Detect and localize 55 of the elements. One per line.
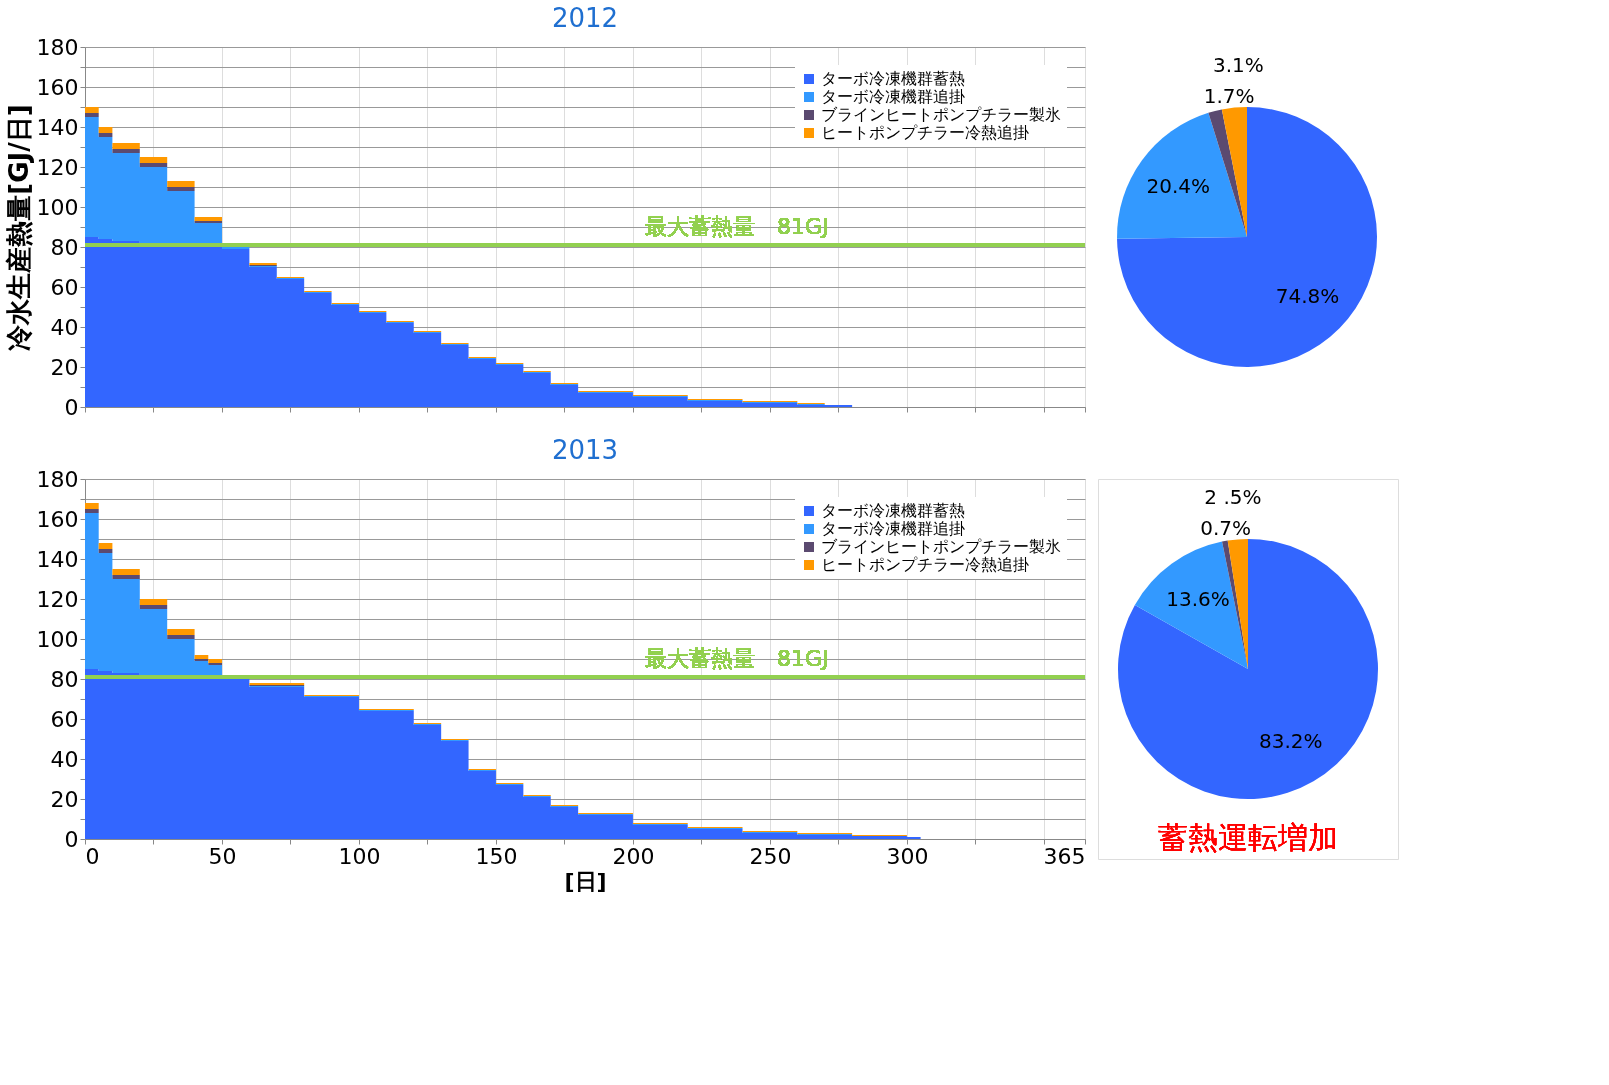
y-tick-label: 60 — [50, 274, 79, 300]
y-tick-label: 80 — [50, 666, 79, 692]
x-tick-label: 200 — [612, 843, 655, 869]
data-label: 20.4% — [1146, 174, 1211, 199]
x-tick-label: 50 — [208, 843, 237, 869]
y-tick-label: 0 — [64, 826, 79, 852]
chart-title: 2013 — [551, 435, 619, 465]
y-tick-label: 80 — [50, 234, 79, 260]
y-tick-label: 180 — [36, 34, 79, 60]
pie-slice — [1117, 107, 1377, 367]
pie-slice — [1227, 539, 1248, 669]
pie-slice — [1221, 107, 1247, 237]
legend-label: ターボ冷凍機群蓄熱 — [821, 501, 965, 520]
x-tick-label: 0 — [85, 843, 100, 869]
data-label: 1.7% — [1203, 84, 1255, 109]
y-tick-label: 100 — [36, 626, 79, 652]
x-tick-label: 365 — [1043, 843, 1086, 869]
data-label: 2 .5% — [1204, 484, 1262, 509]
y-tick-label: 180 — [36, 466, 79, 492]
x-tick-label: 250 — [749, 843, 792, 869]
legend-label: ターボ冷凍機群蓄熱 — [821, 69, 965, 88]
y-tick-label: 120 — [36, 154, 79, 180]
y-tick-label: 160 — [36, 74, 79, 100]
data-label: 3.1% — [1212, 52, 1264, 77]
chart-title: 2012 — [551, 3, 619, 33]
x-tick-label: 300 — [886, 843, 929, 869]
y-tick-label: 140 — [36, 114, 79, 140]
y-tick-label: 0 — [64, 394, 79, 420]
legend-label: ターボ冷凍機群追掛 — [821, 87, 965, 106]
pie-slice — [1118, 539, 1378, 799]
y-axis-title: 冷水生産熱量[GJ/日] — [3, 104, 34, 351]
text: 蓄熱運転増加 — [1158, 820, 1338, 855]
pie-slice — [1134, 541, 1248, 669]
y-tick-label: 40 — [50, 314, 79, 340]
legend-label: ブラインヒートポンプチラー製氷 — [821, 537, 1061, 556]
y-tick-label: 40 — [50, 746, 79, 772]
data-label: 74.8% — [1275, 283, 1340, 308]
x-axis-title: [日] — [564, 868, 607, 894]
data-label: 13.6% — [1166, 587, 1230, 612]
data-label: 83.2% — [1259, 729, 1323, 754]
x-tick-label: 100 — [338, 843, 381, 869]
y-tick-label: 20 — [50, 786, 79, 812]
legend-label: ターボ冷凍機群追掛 — [821, 519, 965, 538]
y-tick-label: 100 — [36, 194, 79, 220]
y-tick-label: 140 — [36, 546, 79, 572]
x-tick-label: 150 — [475, 843, 518, 869]
y-tick-label: 60 — [50, 706, 79, 732]
y-tick-label: 160 — [36, 506, 79, 532]
data-label: 0.7% — [1200, 516, 1252, 541]
legend-label: ヒートポンプチラー冷熱追掛 — [821, 555, 1029, 574]
y-tick-label: 20 — [50, 354, 79, 380]
legend-label: ブラインヒートポンプチラー製氷 — [821, 105, 1061, 124]
legend-label: ヒートポンプチラー冷熱追掛 — [821, 123, 1029, 142]
pie-slice — [1117, 112, 1247, 239]
y-tick-label: 120 — [36, 586, 79, 612]
